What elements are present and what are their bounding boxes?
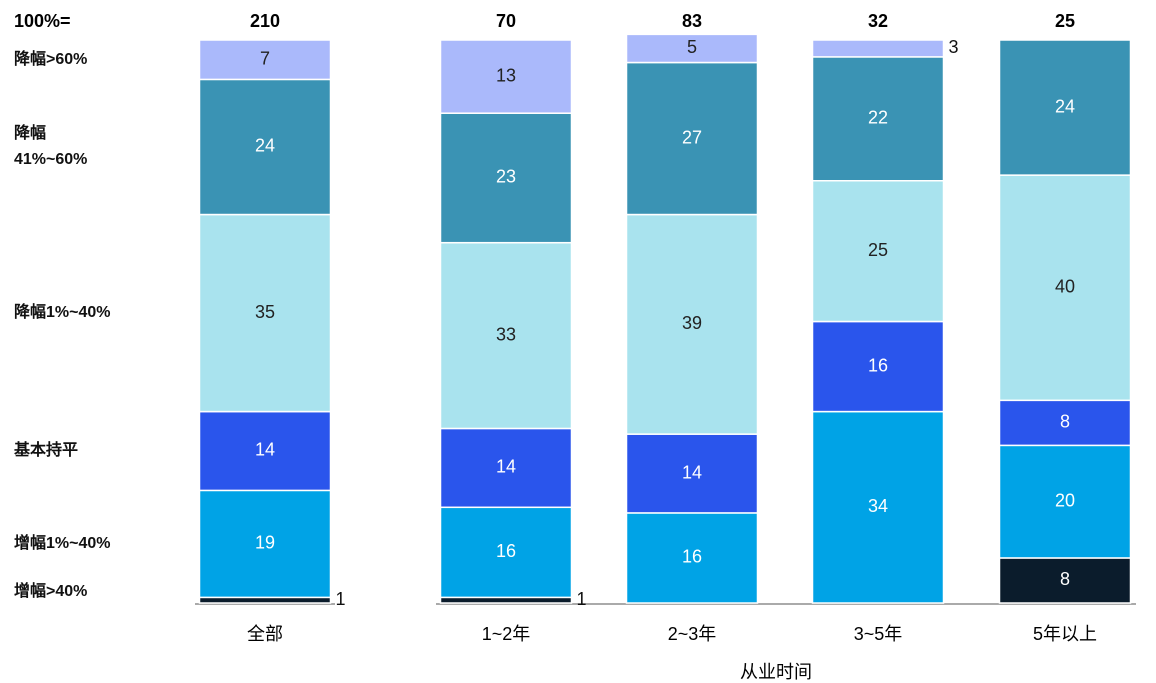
- bar-segment: [198, 489, 332, 599]
- value-label: 22: [868, 108, 888, 128]
- value-label: 25: [868, 240, 888, 260]
- value-label: 3: [949, 37, 959, 57]
- legend-label: 降幅>60%: [14, 50, 88, 68]
- total-value: 70: [496, 11, 516, 31]
- bar-segment: [811, 320, 945, 413]
- value-label: 1: [336, 589, 346, 609]
- bar-segment: [811, 39, 945, 58]
- value-label: 39: [682, 313, 702, 333]
- bar-segment: [439, 39, 573, 114]
- bar-segment: [998, 399, 1132, 447]
- bar-segment: [198, 39, 332, 81]
- bar-segment: [198, 596, 332, 604]
- category-label: 全部: [247, 624, 283, 644]
- value-label: 7: [260, 48, 270, 68]
- total-value: 210: [250, 11, 280, 31]
- legend-label: 降幅 41%~60%: [14, 124, 88, 168]
- bar-segment: [439, 112, 573, 244]
- total-value: 25: [1055, 11, 1075, 31]
- value-label: 14: [682, 462, 702, 482]
- legend-label: 基本持平: [14, 441, 79, 459]
- value-label: 33: [496, 324, 516, 344]
- bar-segment: [625, 213, 759, 435]
- total-value: 32: [868, 11, 888, 31]
- value-label: 8: [1060, 412, 1070, 432]
- value-label: 14: [255, 440, 275, 460]
- category-label: 2~3年: [668, 624, 717, 644]
- value-label: 35: [255, 302, 275, 322]
- value-label: 24: [255, 136, 275, 156]
- total-label: 100%=: [14, 11, 71, 31]
- value-label: 23: [496, 167, 516, 187]
- legend-label: 增幅1%~40%: [14, 534, 111, 552]
- value-label: 16: [682, 547, 702, 567]
- bar-segment: [625, 33, 759, 64]
- value-label: 1: [577, 589, 587, 609]
- value-label: 24: [1055, 96, 1075, 116]
- value-label: 34: [868, 496, 888, 516]
- bar-segment: [439, 427, 573, 509]
- value-label: 40: [1055, 276, 1075, 296]
- category-label: 5年以上: [1033, 624, 1097, 644]
- value-label: 20: [1055, 490, 1075, 510]
- legend-label: 增幅>40%: [14, 583, 88, 600]
- bar-segment: [439, 506, 573, 599]
- value-label: 5: [687, 37, 697, 57]
- bar-segment: [625, 512, 759, 604]
- total-value: 83: [682, 11, 702, 31]
- value-label: 13: [496, 65, 516, 85]
- value-label: 16: [868, 355, 888, 375]
- value-label: 14: [496, 457, 516, 477]
- bar-segment: [198, 78, 332, 216]
- category-label: 1~2年: [482, 624, 531, 644]
- bar-segment: [811, 56, 945, 182]
- value-label: 19: [255, 533, 275, 553]
- legend-label: 降幅1%~40%: [14, 304, 111, 322]
- bar-segment: [439, 241, 573, 430]
- bar-segment: [625, 61, 759, 216]
- bar-segment: [998, 174, 1132, 402]
- value-label: 16: [496, 541, 516, 561]
- bar-segment: [998, 39, 1132, 176]
- bar-segment: [811, 180, 945, 323]
- x-axis-title: 从业时间: [740, 662, 812, 682]
- bar-segment: [198, 213, 332, 413]
- bar-segment: [625, 433, 759, 514]
- bar-segment: [998, 444, 1132, 559]
- category-label: 3~5年: [854, 624, 903, 644]
- value-label: 27: [682, 127, 702, 147]
- bar-segment: [998, 557, 1132, 604]
- bar-segment: [811, 410, 945, 604]
- value-label: 8: [1060, 569, 1070, 589]
- bar-segment: [439, 596, 573, 604]
